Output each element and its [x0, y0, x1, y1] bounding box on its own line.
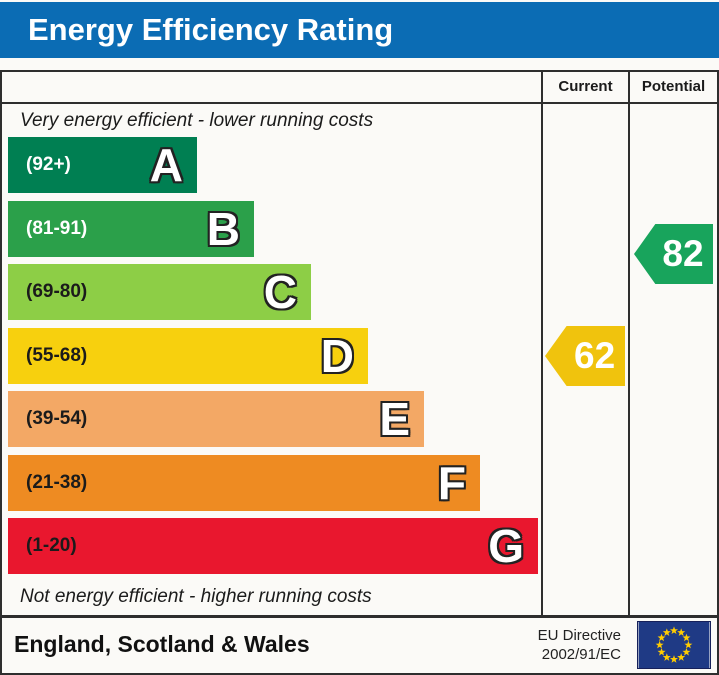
band-bar-c: (69-80) C: [8, 264, 311, 320]
footer: England, Scotland & Wales EU Directive 2…: [0, 618, 719, 675]
band-letter: F: [437, 456, 466, 509]
bottom-caption: Not energy efficient - higher running co…: [20, 586, 372, 607]
band-bar-d: (55-68) D: [8, 327, 368, 384]
band-bar-g: (1-20) G: [8, 518, 538, 574]
eu-directive-label: EU Directive 2002/91/EC: [538, 626, 621, 664]
band-bar-e: (39-54) E: [8, 391, 424, 447]
header-row-border: [2, 102, 717, 104]
band-bar-f: (21-38) F: [8, 454, 480, 511]
band-bar-b: (81-91) B: [8, 200, 254, 257]
eu-directive-line2: 2002/91/EC: [541, 646, 621, 663]
band-range-label: (81-91): [26, 217, 88, 239]
eu-flag-icon: [637, 621, 711, 669]
eu-directive-line1: EU Directive: [537, 627, 621, 644]
band-letter: D: [320, 329, 354, 382]
band-letter: G: [488, 520, 524, 572]
page-title: Energy Efficiency Rating: [28, 12, 394, 47]
potential-rating-arrow: 82: [634, 224, 713, 284]
current-rating-value: 62: [574, 335, 616, 376]
rating-table: Current Potential Very energy efficient …: [0, 70, 719, 618]
column-divider-potential: [628, 72, 630, 615]
column-header-current: Current: [558, 78, 613, 95]
potential-rating-value: 82: [662, 233, 704, 274]
column-header-potential: Potential: [641, 78, 706, 95]
region-label: England, Scotland & Wales: [14, 631, 310, 657]
band-letter: C: [263, 266, 297, 318]
title-bar: Energy Efficiency Rating: [0, 2, 719, 58]
band-range-label: (39-54): [26, 408, 88, 429]
top-caption: Very energy efficient - lower running co…: [20, 110, 374, 131]
band-letter: E: [379, 393, 410, 445]
band-range-label: (21-38): [26, 471, 88, 493]
band-letter: A: [149, 139, 183, 191]
band-letter: B: [206, 202, 240, 255]
band-range-label: (69-80): [26, 281, 88, 302]
band-range-label: (55-68): [26, 344, 88, 366]
band-range-label: (92+): [26, 154, 71, 175]
band-bar-a: (92+) A: [8, 137, 197, 193]
column-divider-current: [541, 72, 543, 615]
current-rating-arrow: 62: [545, 326, 625, 386]
band-range-label: (1-20): [26, 535, 77, 556]
